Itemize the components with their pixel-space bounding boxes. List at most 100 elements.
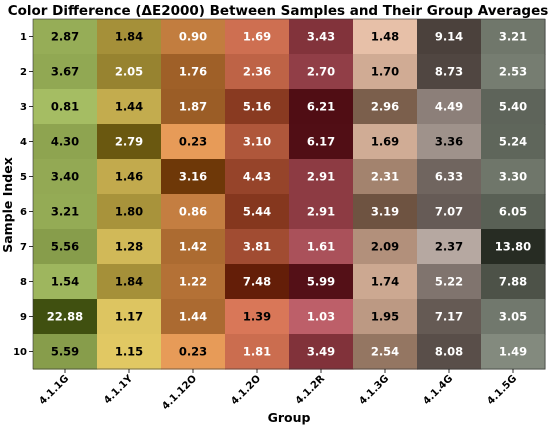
cell-value-label: 3.81 <box>243 240 271 254</box>
cell-value-label: 3.19 <box>371 205 399 219</box>
heatmap-cell <box>289 89 354 125</box>
cell-value-label: 7.48 <box>243 275 271 289</box>
cell-value-label: 1.84 <box>115 30 143 44</box>
y-tick-label: 8 <box>20 277 27 288</box>
cell-value-label: 5.99 <box>307 275 335 289</box>
cell-value-label: 2.37 <box>435 240 463 254</box>
cell-value-label: 0.23 <box>179 135 207 149</box>
cell-value-label: 5.40 <box>499 100 527 114</box>
heatmap-cell <box>417 124 482 160</box>
cell-value-label: 2.96 <box>371 100 399 114</box>
cell-value-label: 1.44 <box>115 100 143 114</box>
cell-value-label: 4.49 <box>435 100 463 114</box>
x-tick-label: 4.1.5G <box>485 373 519 407</box>
heatmap-cell <box>225 299 290 335</box>
cell-value-label: 13.80 <box>495 240 531 254</box>
cell-value-label: 2.91 <box>307 205 335 219</box>
cell-value-label: 2.05 <box>115 65 143 79</box>
heatmap-cell <box>353 124 418 160</box>
heatmap-cell <box>289 19 354 55</box>
heatmap-cell <box>417 19 482 55</box>
heatmap-cell <box>97 299 162 335</box>
cell-value-label: 6.21 <box>307 100 335 114</box>
heatmap-cell <box>417 334 482 370</box>
cell-value-label: 1.87 <box>179 100 207 114</box>
cell-value-label: 1.49 <box>499 345 527 359</box>
cell-value-label: 2.31 <box>371 170 399 184</box>
heatmap-cell <box>289 264 354 300</box>
cell-value-label: 1.48 <box>371 30 399 44</box>
heatmap-cell <box>97 334 162 370</box>
heatmap-cell <box>161 124 226 160</box>
cell-value-label: 5.24 <box>499 135 527 149</box>
heatmap-cell <box>97 194 162 230</box>
cell-value-label: 6.17 <box>307 135 335 149</box>
cell-value-label: 1.80 <box>115 205 143 219</box>
heatmap-cell <box>481 229 546 265</box>
cell-value-label: 5.59 <box>51 345 79 359</box>
cell-value-label: 2.09 <box>371 240 399 254</box>
plot-frame <box>32 18 546 370</box>
cell-value-label: 3.43 <box>307 30 335 44</box>
cell-value-label: 3.10 <box>243 135 271 149</box>
heatmap-cell <box>417 264 482 300</box>
heatmap-cell <box>289 54 354 90</box>
heatmap-cell <box>289 299 354 335</box>
heatmap-cell <box>97 264 162 300</box>
cell-value-label: 4.43 <box>243 170 271 184</box>
heatmap-cell <box>481 264 546 300</box>
heatmap-cell <box>289 229 354 265</box>
heatmap-cell <box>481 299 546 335</box>
cell-value-label: 1.81 <box>243 345 271 359</box>
x-tick-label: 4.1.12O <box>160 373 199 412</box>
cell-value-label: 7.17 <box>435 310 463 324</box>
heatmap-cell <box>161 89 226 125</box>
cell-value-label: 2.91 <box>307 170 335 184</box>
cell-value-label: 2.36 <box>243 65 271 79</box>
heatmap-cell <box>33 89 98 125</box>
cell-value-label: 1.44 <box>179 310 207 324</box>
cell-value-label: 2.70 <box>307 65 335 79</box>
heatmap-cell <box>225 89 290 125</box>
heatmap-cell <box>353 229 418 265</box>
heatmap-cell <box>481 54 546 90</box>
cell-value-label: 1.74 <box>371 275 399 289</box>
cell-value-label: 7.88 <box>499 275 527 289</box>
heatmap-cell <box>97 54 162 90</box>
heatmap-cell <box>353 89 418 125</box>
heatmap-cell <box>225 159 290 195</box>
heatmap-cell <box>33 54 98 90</box>
heatmap-cells <box>32 18 546 370</box>
cell-value-label: 3.21 <box>499 30 527 44</box>
cell-value-label: 1.95 <box>371 310 399 324</box>
heatmap-cell <box>161 194 226 230</box>
heatmap-cell <box>161 159 226 195</box>
heatmap-cell-labels: 2.87 3.67 0.81 4.30 3.40 3.21 5.56 1.54 22.88 5.5… <box>47 30 531 359</box>
cell-value-label: 1.46 <box>115 170 143 184</box>
y-axis-ticks: 1 2 3 4 5 6 7 8 9 10 <box>13 32 33 358</box>
heatmap-cell <box>353 299 418 335</box>
cell-value-label: 1.54 <box>51 275 79 289</box>
cell-value-label: 1.28 <box>115 240 143 254</box>
y-tick-label: 4 <box>20 137 27 148</box>
y-tick-label: 2 <box>20 67 27 78</box>
heatmap-cell <box>289 334 354 370</box>
cell-value-label: 3.30 <box>499 170 527 184</box>
cell-value-label: 5.22 <box>435 275 463 289</box>
heatmap-cell <box>225 264 290 300</box>
cell-value-label: 2.79 <box>115 135 143 149</box>
heatmap-cell <box>481 124 546 160</box>
cell-value-label: 5.16 <box>243 100 271 114</box>
heatmap-cell <box>353 334 418 370</box>
heatmap-cell <box>353 264 418 300</box>
heatmap-cell <box>33 229 98 265</box>
heatmap-cell <box>225 194 290 230</box>
cell-value-label: 6.05 <box>499 205 527 219</box>
cell-value-label: 1.84 <box>115 275 143 289</box>
y-tick-label: 10 <box>13 347 27 358</box>
heatmap-cell <box>97 124 162 160</box>
x-tick-label: 4.1.4G <box>421 373 455 407</box>
y-tick-label: 7 <box>20 242 27 253</box>
cell-value-label: 9.14 <box>435 30 463 44</box>
